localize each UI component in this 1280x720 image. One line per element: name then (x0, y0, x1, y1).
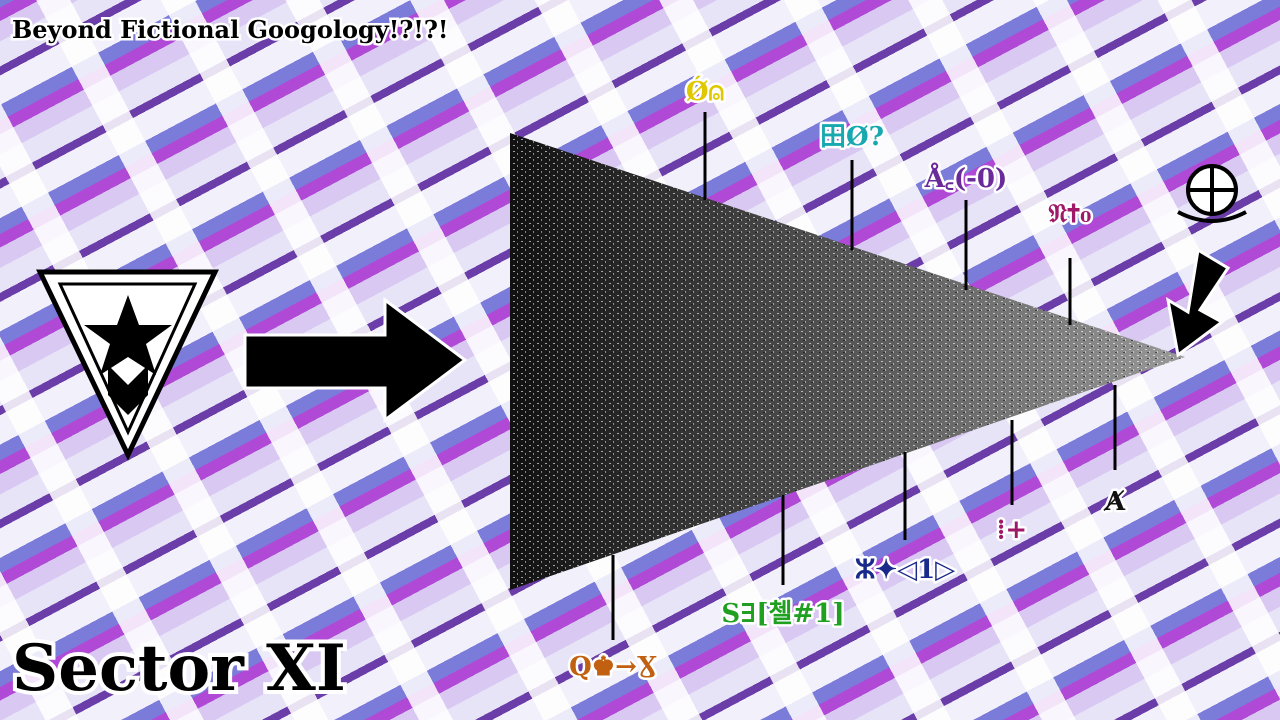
label-top: Å꜀(-0) (924, 163, 1008, 194)
label-bottom: Q♚→Ɣ (569, 652, 657, 682)
leader-lines (611, 112, 1117, 640)
title: Beyond Fictional Googology!?!?! (12, 15, 448, 44)
triangle-texture (510, 133, 1185, 590)
emblem (1177, 164, 1247, 223)
label-top: 𝔑✝₀ (1049, 199, 1092, 229)
label-bottom: ⵣ✦◁1▷ (855, 555, 955, 585)
label-top: 田Ø? (820, 122, 884, 152)
arrow-right (243, 297, 468, 423)
label-bottom: S∃[첼#1] (721, 599, 844, 629)
sector-emblem (36, 269, 219, 461)
label-bottom: A̸ (1103, 487, 1126, 517)
arrow-diagonal (1165, 247, 1231, 358)
label-bottom: ⁞+ (997, 515, 1027, 545)
sector-title: Sector XI (12, 631, 346, 706)
label-top: Ǿ⍝ (686, 75, 724, 107)
